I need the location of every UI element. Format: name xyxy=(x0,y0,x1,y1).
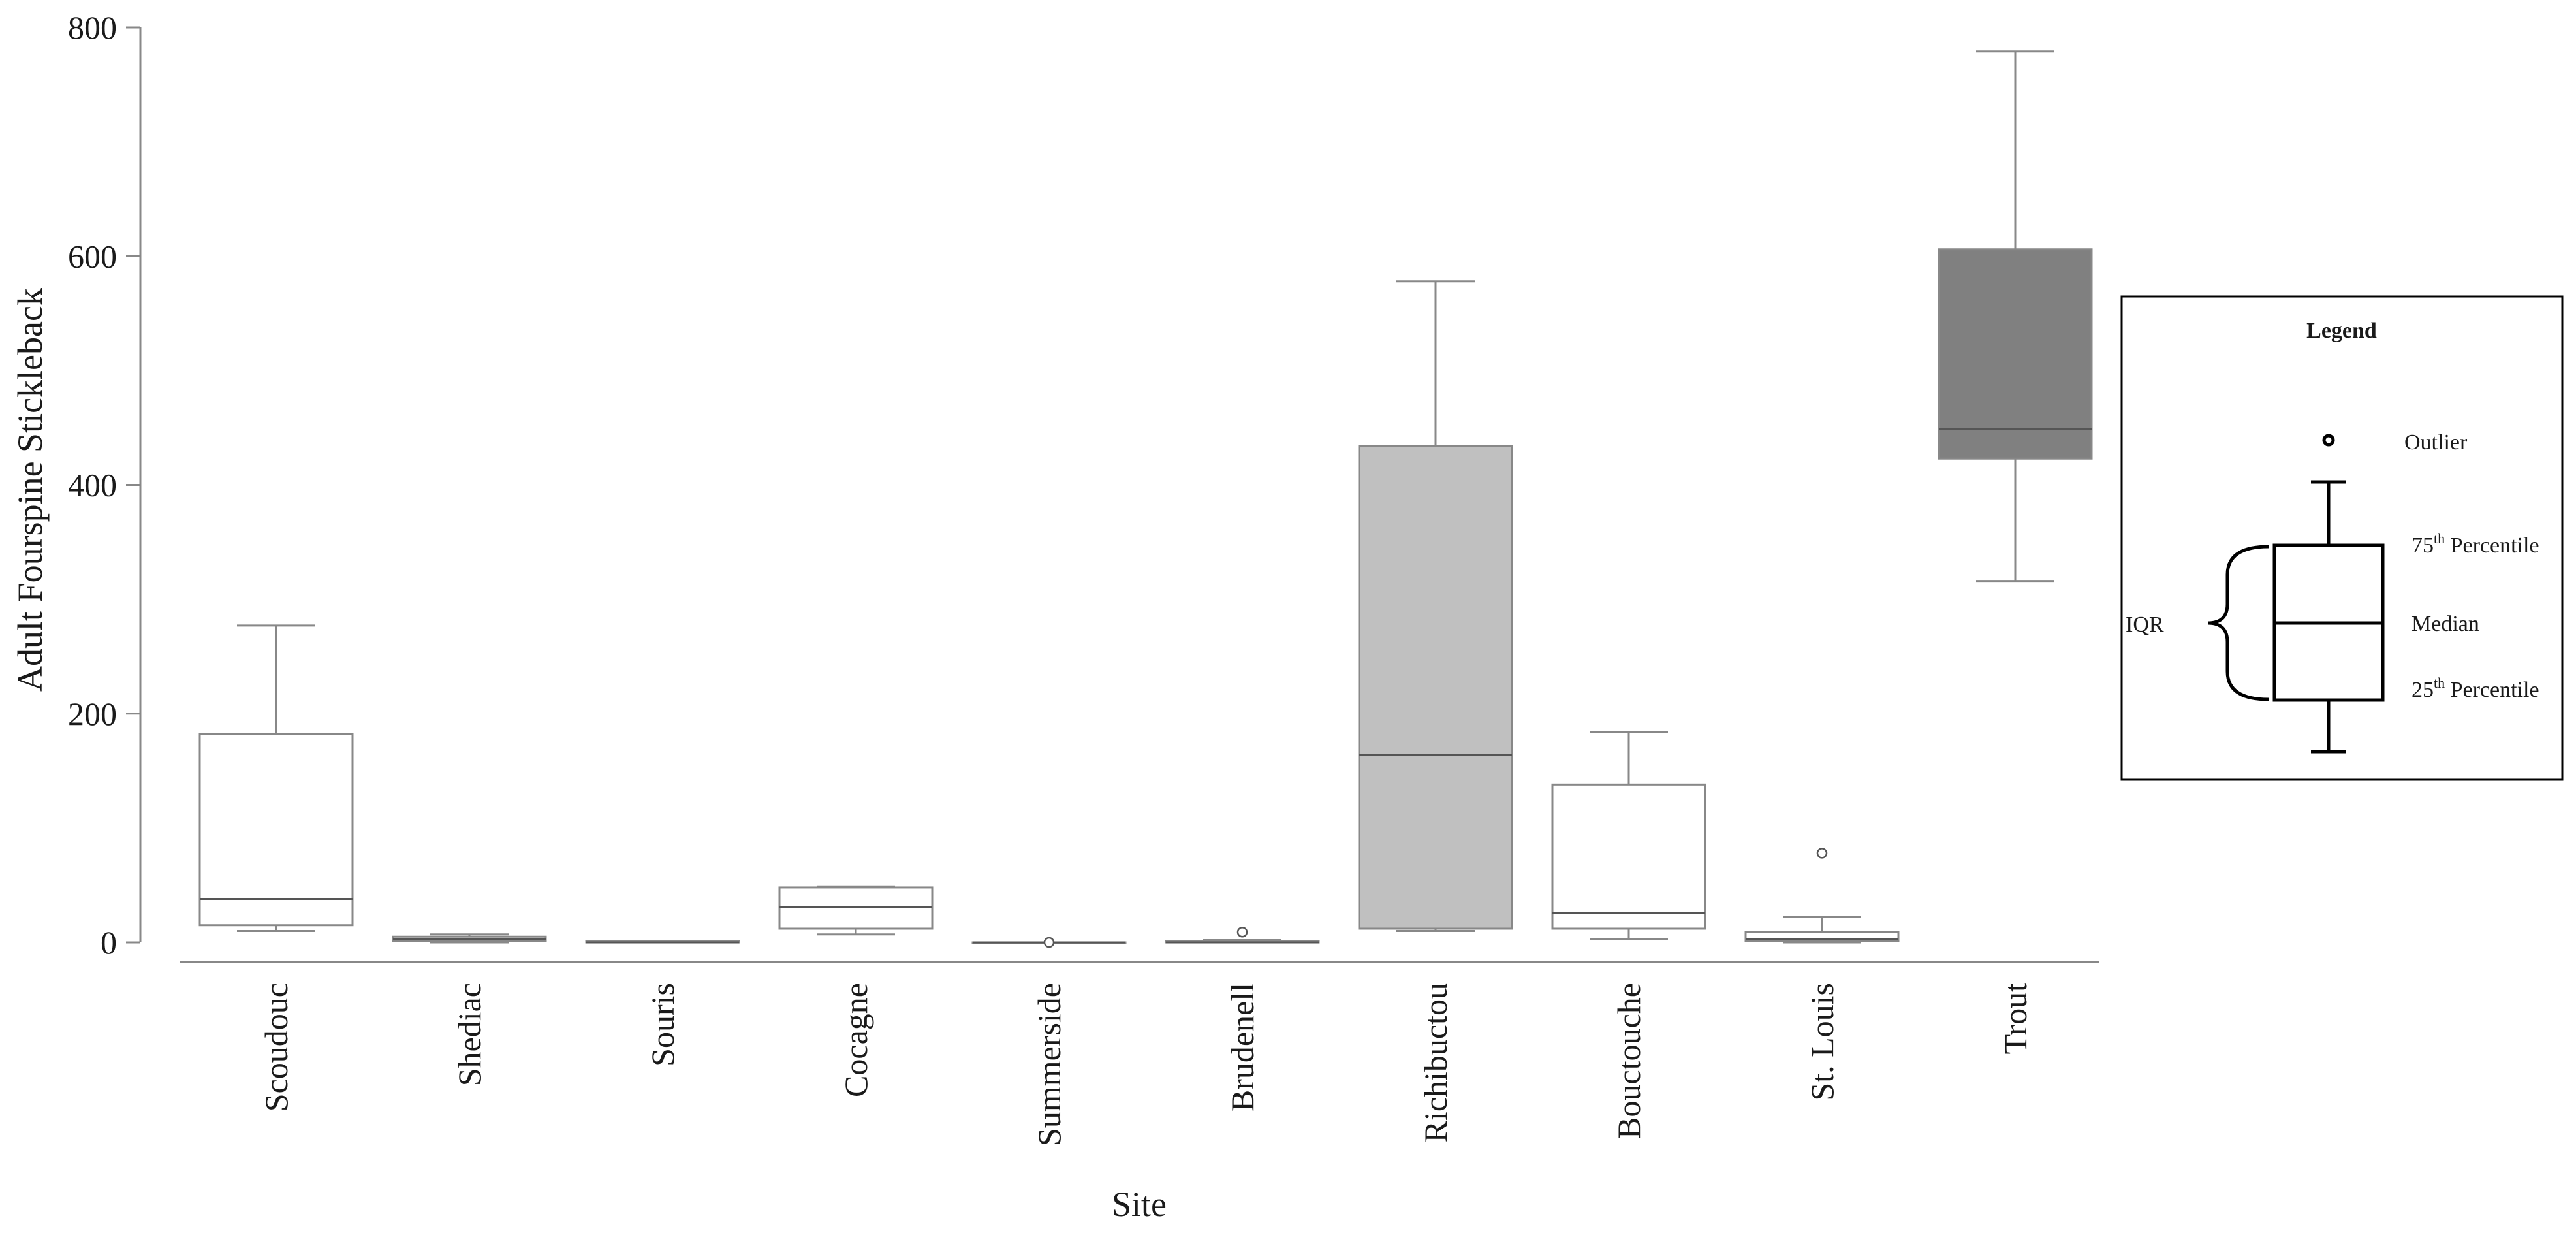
x-category-label: Scoudouc xyxy=(258,983,294,1112)
box-st-louis xyxy=(1744,848,1900,944)
x-category-label: St. Louis xyxy=(1804,983,1840,1101)
legend-title: Legend xyxy=(2306,319,2377,343)
box-series xyxy=(198,50,2093,948)
legend-median-label: Median xyxy=(2411,612,2479,636)
legend-25th-percentile-label: 25th Percentile xyxy=(2411,675,2539,702)
iqr-box xyxy=(778,886,934,930)
y-tick-label: 800 xyxy=(68,9,117,46)
box-shediac xyxy=(392,933,547,944)
legend-iqr-label: IQR xyxy=(2126,613,2164,637)
outlier-point xyxy=(1236,926,1248,938)
legend-outlier-marker xyxy=(2322,434,2335,447)
box-trout xyxy=(1938,50,2093,583)
y-tick-label: 200 xyxy=(68,696,117,732)
x-category-label: Shediac xyxy=(451,983,488,1086)
outlier-point xyxy=(1043,937,1055,948)
legend: Legend Outlier IQR 75th Percentile Media… xyxy=(2120,295,2564,781)
y-axis: 0 200 400 600 800 xyxy=(68,9,142,961)
legend-75th-percentile-label: 75th Percentile xyxy=(2411,530,2539,558)
y-tick-label: 600 xyxy=(68,238,117,274)
x-category-label: Richibuctou xyxy=(1417,983,1454,1142)
x-category-label: Trout xyxy=(1997,983,2034,1054)
y-axis-title: Adult Fourspine Stickleback xyxy=(10,288,50,692)
x-axis-title: Site xyxy=(1112,1185,1167,1224)
y-tick-label: 400 xyxy=(68,467,117,504)
box-scoudouc xyxy=(198,624,354,932)
box-cocagne xyxy=(778,885,934,936)
box-souris xyxy=(585,940,740,944)
legend-iqr-brace xyxy=(2207,545,2269,701)
x-category-label: Summerside xyxy=(1031,983,1067,1146)
iqr-box xyxy=(1551,783,1706,930)
box-brudenell xyxy=(1165,926,1320,944)
box-bouctouche xyxy=(1551,731,1706,940)
outlier-point xyxy=(1816,848,1828,859)
x-category-label: Cocagne xyxy=(838,983,874,1097)
x-category-label: Souris xyxy=(644,983,681,1066)
x-category-label: Brudenell xyxy=(1224,983,1261,1112)
y-tick-label: 0 xyxy=(101,924,117,961)
box-richibuctou xyxy=(1358,280,1513,932)
x-category-label: Bouctouche xyxy=(1610,983,1647,1139)
iqr-box xyxy=(1938,248,2093,460)
iqr-box xyxy=(1358,445,1513,930)
legend-outlier-label: Outlier xyxy=(2404,430,2468,455)
x-axis: Scoudouc Shediac Souris Cocagne Summerside Br… xyxy=(180,961,2099,1146)
iqr-box xyxy=(198,733,354,927)
box-summerside xyxy=(971,937,1127,948)
